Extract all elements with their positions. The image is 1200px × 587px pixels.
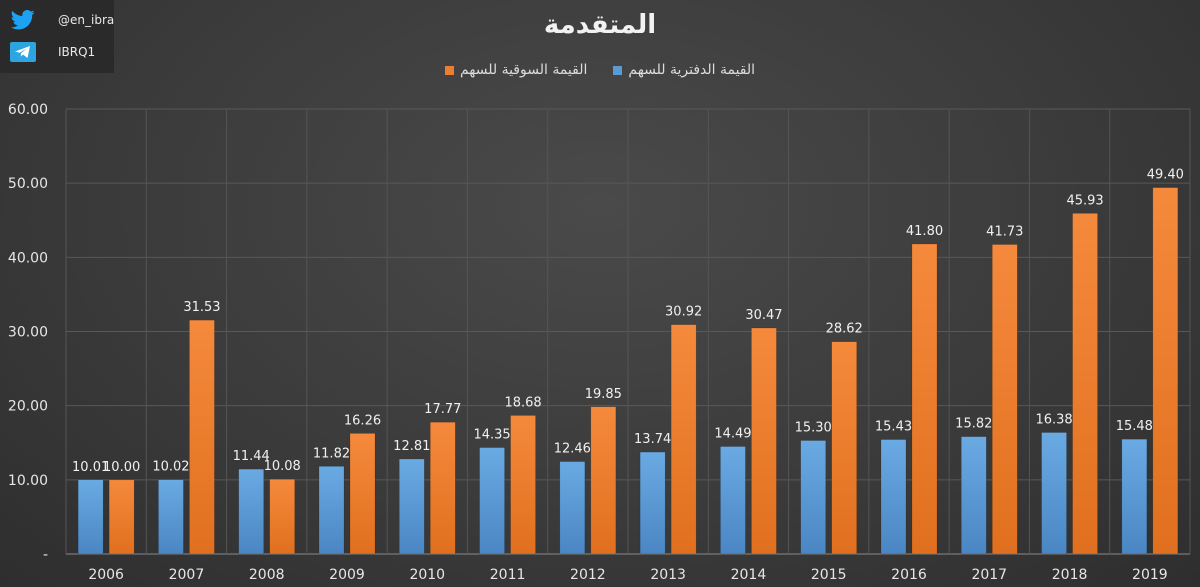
market-value-bar: [911, 243, 938, 555]
market-value-label: 30.47: [745, 308, 782, 323]
book-value-label: 11.82: [313, 446, 350, 461]
book-value-label: 15.82: [955, 417, 992, 432]
book-value-label: 15.30: [795, 421, 832, 436]
market-value-label: 10.00: [103, 460, 140, 475]
book-value-bar: [1121, 438, 1148, 555]
book-value-bar: [639, 451, 666, 555]
book-value-bar: [880, 439, 907, 555]
market-value-bar: [189, 319, 215, 555]
telegram-row[interactable]: IBRQ1: [10, 42, 95, 62]
book-value-bar: [1041, 432, 1067, 555]
market-value-bar: [992, 244, 1018, 555]
x-tick-label: 2007: [169, 567, 205, 583]
market-value-label: 49.40: [1147, 168, 1184, 183]
book-value-bar: [77, 479, 104, 555]
book-value-label: 12.46: [554, 442, 591, 457]
x-tick-label: 2015: [811, 567, 847, 583]
legend-item-book-value: القيمة الدفترية للسهم: [613, 62, 755, 78]
market-value-label: 18.68: [504, 395, 541, 410]
market-value-label: 19.85: [585, 387, 622, 402]
book-value-label: 15.43: [875, 420, 912, 435]
book-value-bar: [238, 468, 264, 555]
market-value-label: 45.93: [1066, 193, 1103, 208]
x-tick-label: 2011: [490, 567, 526, 583]
y-tick-label: 30.00: [8, 325, 48, 341]
legend-swatch-market-value: [444, 65, 454, 75]
book-value-bar: [720, 446, 746, 555]
book-value-label: 13.74: [634, 432, 671, 447]
telegram-handle: IBRQ1: [58, 45, 96, 59]
legend-item-market-value: القيمة السوقية للسهم: [444, 62, 588, 78]
book-value-bar: [158, 479, 184, 555]
x-tick-label: 2012: [570, 567, 606, 583]
book-value-label: 14.49: [714, 427, 751, 442]
twitter-row[interactable]: @en_ibra: [10, 10, 114, 30]
x-tick-label: 2016: [891, 567, 927, 583]
market-value-bar: [108, 479, 135, 555]
book-value-label: 14.35: [473, 428, 510, 443]
market-value-bar: [510, 415, 536, 555]
market-value-bar: [269, 478, 295, 555]
y-tick-label: 20.00: [8, 399, 48, 415]
social-panel: @en_ibra IBRQ1: [0, 0, 114, 73]
market-value-bar: [349, 433, 376, 555]
bars: [77, 187, 1179, 555]
market-value-label: 41.80: [906, 224, 943, 239]
book-value-label: 10.02: [152, 460, 189, 475]
telegram-plane-icon: [10, 42, 36, 62]
twitter-handle: @en_ibra: [58, 13, 115, 27]
x-tick-label: 2019: [1132, 567, 1168, 583]
book-value-label: 12.81: [393, 439, 430, 454]
y-tick-label: -: [43, 547, 48, 563]
book-value-bar: [800, 440, 826, 555]
book-value-bar: [479, 447, 505, 555]
x-tick-label: 2018: [1052, 567, 1088, 583]
chart-legend: القيمة السوقية للسهم القيمة الدفترية للس…: [0, 62, 1200, 78]
book-value-bar: [961, 436, 987, 555]
market-value-bar: [430, 421, 456, 555]
market-value-label: 28.62: [826, 322, 863, 337]
y-tick-label: 40.00: [8, 250, 48, 266]
chart-title: المتقدمة: [543, 10, 657, 40]
book-value-label: 16.38: [1035, 413, 1072, 428]
market-value-bar: [831, 341, 857, 555]
legend-label-market-value: القيمة السوقية للسهم: [459, 62, 588, 78]
x-tick-label: 2013: [650, 567, 686, 583]
x-tick-label: 2017: [971, 567, 1007, 583]
market-value-label: 16.26: [344, 413, 381, 428]
x-tick-label: 2008: [249, 567, 285, 583]
market-value-label: 10.08: [264, 459, 301, 474]
market-value-bar: [1152, 187, 1179, 555]
y-tick-label: 50.00: [8, 176, 48, 192]
twitter-bird-icon: [10, 10, 35, 30]
market-value-label: 17.77: [424, 402, 461, 417]
market-value-bar: [670, 324, 697, 555]
y-tick-label: 10.00: [8, 473, 48, 489]
market-value-bar: [1072, 213, 1098, 555]
market-value-label: 31.53: [183, 300, 220, 315]
market-value-label: 30.92: [665, 305, 702, 320]
grid-lines: [65, 108, 1191, 555]
y-tick-label: 60.00: [8, 102, 48, 118]
book-value-label: 11.44: [233, 449, 270, 464]
market-value-label: 41.73: [986, 225, 1023, 240]
legend-label-book-value: القيمة الدفترية للسهم: [628, 62, 756, 78]
x-tick-label: 2006: [88, 567, 124, 583]
market-value-bar: [590, 406, 617, 555]
x-tick-label: 2009: [329, 567, 365, 583]
market-value-bar: [751, 327, 777, 555]
legend-swatch-book-value: [613, 65, 623, 75]
book-value-bar: [399, 458, 425, 555]
x-tick-label: 2010: [409, 567, 445, 583]
x-tick-label: 2014: [731, 567, 767, 583]
axes: - 10.00 20.00 30.00 40.00 50.00 60.00 2006 2007 2…: [8, 102, 1168, 583]
book-value-bar: [318, 466, 345, 555]
book-value-label: 10.01: [72, 460, 109, 475]
book-value-bar: [559, 461, 586, 555]
book-value-label: 15.48: [1116, 419, 1153, 434]
